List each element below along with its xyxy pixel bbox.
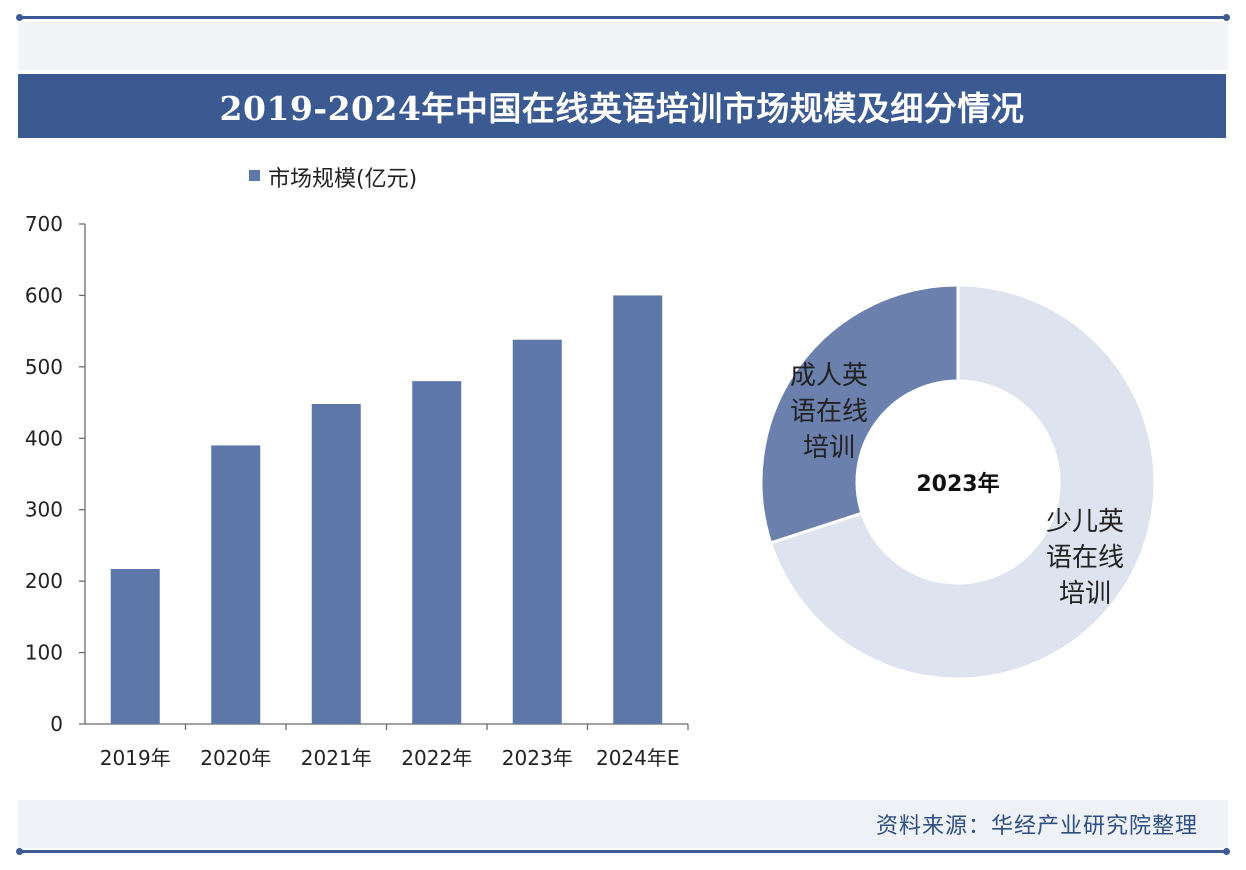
header-band xyxy=(18,22,1228,70)
bar-chart: 市场规模(亿元) 0 100 200 300 400 500 600 700 2019年 2020年… xyxy=(25,167,689,770)
slice-label: 少儿英语在线培训 xyxy=(1046,507,1124,609)
donut-slice xyxy=(768,283,1157,681)
bar xyxy=(613,295,663,724)
x-tick-label: 2023年 xyxy=(502,746,573,770)
y-tick-label: 0 xyxy=(50,712,63,736)
donut-slice xyxy=(759,283,960,545)
bar xyxy=(412,381,462,724)
slice-label: 成人英语在线培训 xyxy=(790,361,868,463)
x-tick-label: 2019年 xyxy=(100,746,171,770)
source-note: 资料来源：华经产业研究院整理 xyxy=(875,814,1198,839)
y-tick-label: 200 xyxy=(25,569,63,593)
x-tick-label: 2021年 xyxy=(301,746,372,770)
legend-label: 市场规模(亿元) xyxy=(268,167,417,192)
bar xyxy=(211,445,261,724)
x-tick-label: 2022年 xyxy=(401,746,472,770)
y-tick-label: 600 xyxy=(25,283,63,307)
x-tick-label: 2024年E xyxy=(596,746,680,770)
y-tick-label: 100 xyxy=(25,641,63,665)
bottom-divider-line xyxy=(16,848,1230,855)
donut-center-label: 2023年 xyxy=(916,471,999,497)
y-tick-label: 700 xyxy=(25,212,63,236)
bar xyxy=(311,404,361,724)
y-tick-label: 400 xyxy=(25,426,63,450)
chart-title: 2019-2024年中国在线英语培训市场规模及细分情况 xyxy=(18,74,1226,138)
bar xyxy=(512,339,562,724)
top-divider-line xyxy=(16,14,1230,21)
legend-swatch xyxy=(249,170,260,181)
y-tick-label: 500 xyxy=(25,355,63,379)
bar xyxy=(110,569,160,724)
x-tick-label: 2020年 xyxy=(200,746,271,770)
footer-band xyxy=(18,800,1228,848)
y-tick-label: 300 xyxy=(25,498,63,522)
